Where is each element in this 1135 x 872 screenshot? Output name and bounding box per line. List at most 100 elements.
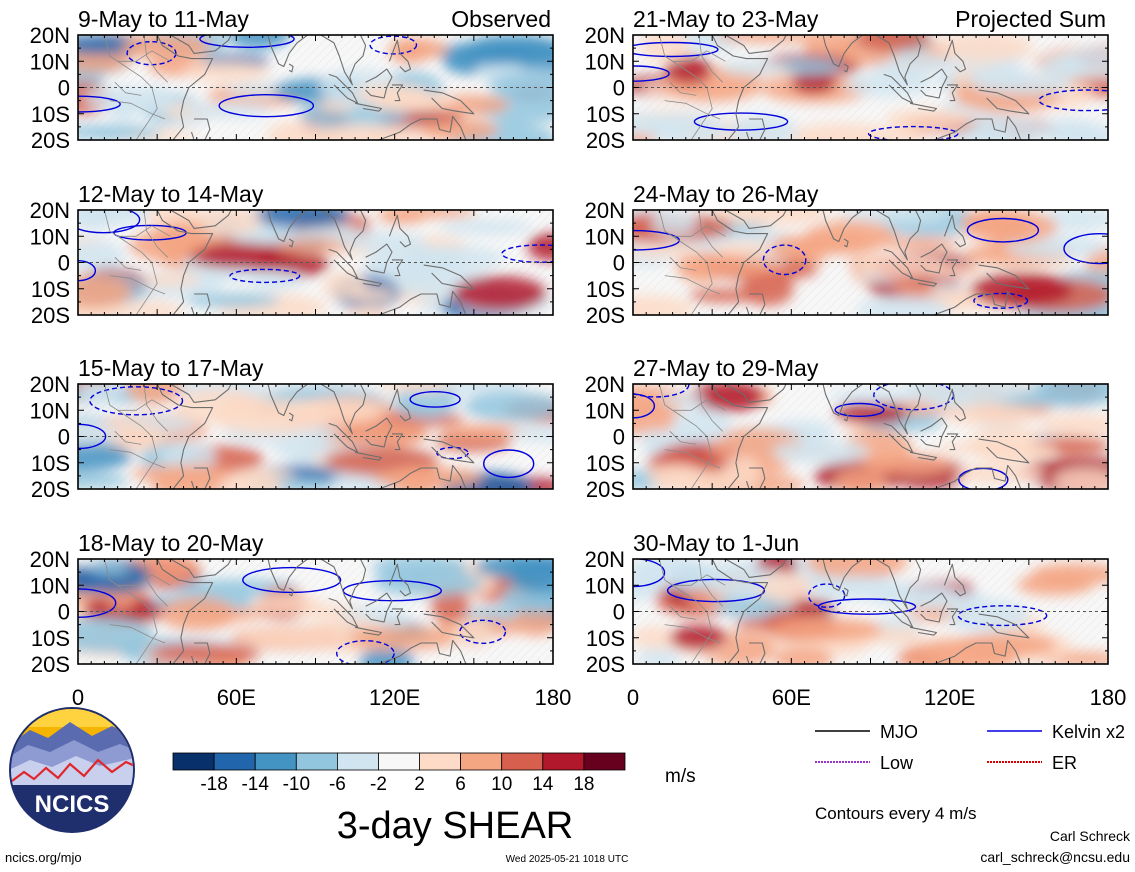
y-tick-label: 20S [586,128,625,153]
x-tick-label: 60E [772,685,811,710]
y-tick-label: 10S [31,451,70,476]
y-tick-label: 20S [31,652,70,677]
x-tick-label: 120E [924,685,975,710]
y-tick-label: 20N [30,372,70,397]
x-tick-label: 120E [369,685,420,710]
colorbar-tick-label: 6 [455,774,466,795]
x-tick-label: 180 [535,685,572,710]
colorbar-swatch [419,752,461,771]
colorbar-tick-label: -6 [329,774,346,795]
y-tick-label: 20S [586,477,625,502]
legend-label: ER [1052,753,1077,773]
y-tick-label: 10S [586,277,625,302]
colorbar-swatch [213,752,256,771]
colorbar-swatch [172,752,215,771]
y-tick-label: 0 [613,76,625,101]
colorbar-swatch [295,752,338,771]
colorbar-swatch [378,752,420,771]
footer-author: Carl Schreck [1050,828,1131,844]
legend-label: Kelvin x2 [1052,722,1125,742]
y-tick-label: 20N [30,198,70,223]
x-tick-label: 60E [217,685,256,710]
panel-title: 15-May to 17-May [78,355,264,381]
contour-note: Contours every 4 m/s [815,804,977,823]
y-tick-label: 0 [613,600,625,625]
y-tick-label: 20S [586,652,625,677]
map-panel: 21-May to 23-May Projected Sum 20N10N010S2… [585,6,1109,153]
column-header: Projected Sum [955,6,1106,32]
colorbar-tick-label: -2 [370,774,387,795]
panel-title: 21-May to 23-May [633,6,819,32]
y-tick-label: 0 [58,76,70,101]
colorbar-tick-label: -18 [200,774,227,795]
y-tick-label: 10N [30,224,70,249]
colorbar-units: m/s [665,766,696,787]
y-tick-label: 10N [585,224,625,249]
panel-title: 12-May to 14-May [78,181,264,207]
contour-legend: MJO Kelvin x2 Low ER [815,722,1125,773]
colorbar-tick-label: 2 [414,774,425,795]
y-tick-label: 0 [613,425,625,450]
y-tick-label: 20S [31,303,70,328]
colorbar-swatch [336,752,379,771]
x-tick-label: 0 [627,685,639,710]
footer-timestamp: Wed 2025-05-21 1018 UTC [506,854,629,865]
y-tick-label: 0 [58,600,70,625]
colorbar: -18 -14 -10 -6 -2 2 6 10 14 18 [172,752,626,795]
y-tick-label: 20N [585,372,625,397]
variable-title: 3-day SHEAR [337,805,574,847]
y-tick-label: 20S [31,477,70,502]
y-tick-label: 10N [585,49,625,74]
colorbar-tick-label: -10 [283,774,310,795]
legend-label: MJO [880,722,918,742]
y-tick-label: 20N [30,23,70,48]
colorbar-tick-label: 14 [532,774,554,795]
panel-title: 9-May to 11-May [78,6,249,32]
panel-title: 24-May to 26-May [633,181,819,207]
x-tick-label: 0 [72,685,84,710]
colorbar-swatch [583,752,626,771]
footer-url: ncics.org/mjo [5,850,82,865]
footer-email: carl_schreck@ncsu.edu [980,849,1130,865]
panel-title: 18-May to 20-May [78,530,264,556]
y-tick-label: 10S [31,277,70,302]
logo-text: NCICS [35,791,110,818]
y-tick-label: 10S [31,102,70,127]
colorbar-tick-label: 10 [491,774,512,795]
colorbar-tick-label: 18 [573,774,594,795]
y-tick-label: 20N [585,23,625,48]
y-tick-label: 10N [585,573,625,598]
y-tick-label: 10S [586,102,625,127]
legend-label: Low [880,753,914,773]
y-tick-label: 10S [586,626,625,651]
column-header: Observed [451,6,551,32]
x-tick-label: 180 [1090,685,1127,710]
y-tick-label: 10S [31,626,70,651]
y-tick-label: 20N [585,198,625,223]
y-tick-label: 20S [586,303,625,328]
y-tick-label: 10N [585,398,625,423]
y-tick-label: 10S [586,451,625,476]
y-tick-label: 20S [31,128,70,153]
panel-title: 30-May to 1-Jun [633,530,799,556]
colorbar-tick-label: -14 [241,774,269,795]
panel-title: 27-May to 29-May [633,355,819,381]
colorbar-swatch [254,752,297,771]
y-tick-label: 10N [30,49,70,74]
y-tick-label: 20N [30,547,70,572]
y-tick-label: 20N [585,547,625,572]
ncics-logo: NCICS [9,707,135,833]
y-tick-label: 0 [58,251,70,276]
colorbar-swatch [501,752,544,771]
colorbar-swatch [542,752,585,771]
y-tick-label: 10N [30,573,70,598]
y-tick-label: 0 [613,251,625,276]
